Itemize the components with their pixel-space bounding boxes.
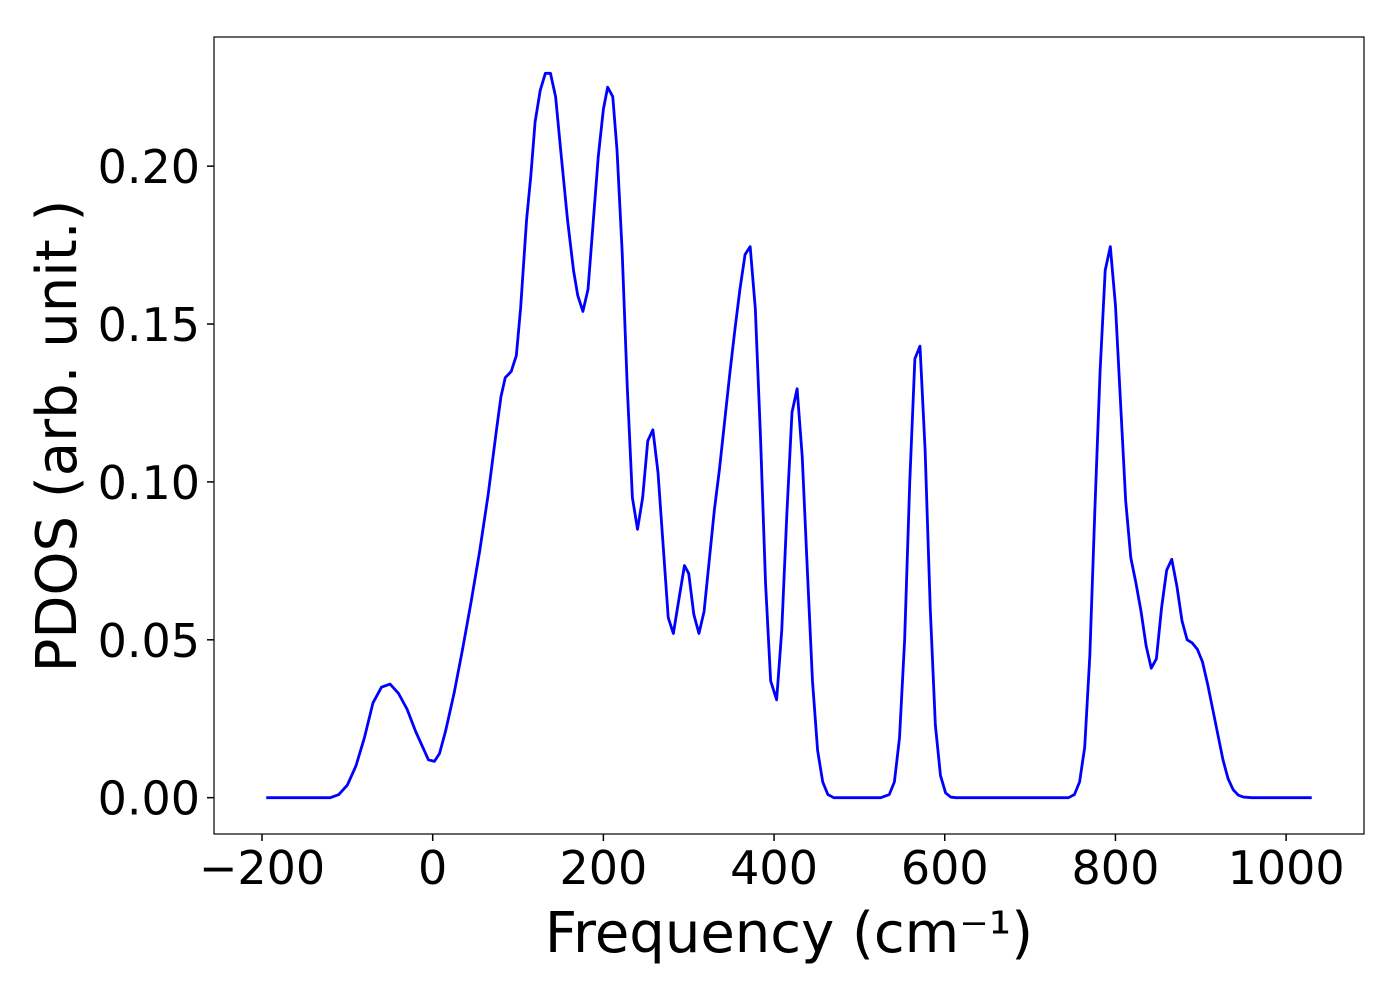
x-tick-label: 1000 <box>1228 841 1345 895</box>
y-axis-label: PDOS (arb. unit.) <box>25 200 90 673</box>
y-tick-label: 0.20 <box>98 140 200 194</box>
data-line <box>266 71 1312 800</box>
y-tick-label: 0.00 <box>98 772 200 826</box>
y-tick-label: 0.05 <box>98 614 200 668</box>
x-axis-label: Frequency (cm⁻¹) <box>545 901 1033 966</box>
x-tick-label: −200 <box>199 841 325 895</box>
plot-frame <box>213 36 1365 835</box>
x-tick-label: 800 <box>1072 841 1160 895</box>
x-tick-label: 200 <box>559 841 647 895</box>
y-tick-label: 0.10 <box>98 456 200 510</box>
x-tick-label: 600 <box>901 841 989 895</box>
y-tick-label: 0.15 <box>98 298 200 352</box>
x-tick-label: 400 <box>730 841 818 895</box>
x-tick-label: 0 <box>418 841 447 895</box>
